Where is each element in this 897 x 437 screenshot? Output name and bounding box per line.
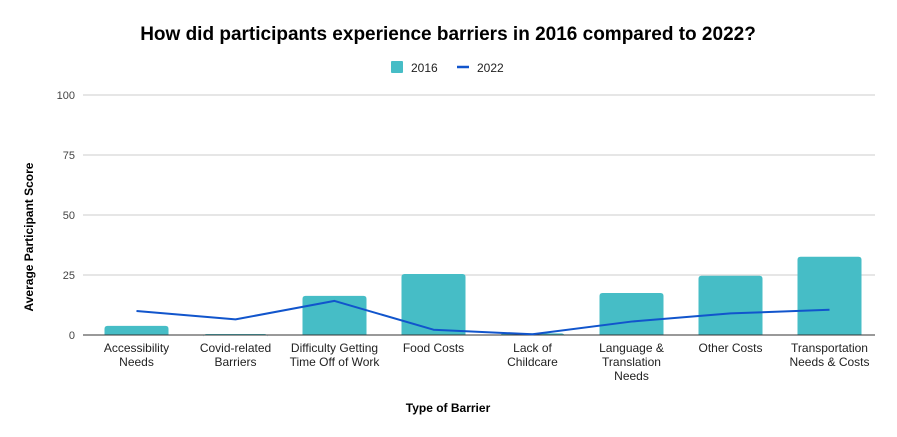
bar-2016[interactable] bbox=[203, 334, 268, 338]
y-tick-label: 25 bbox=[63, 270, 75, 282]
y-tick-label: 0 bbox=[69, 330, 75, 342]
x-tick-label: Needs bbox=[614, 369, 649, 383]
y-axis-label: Average Participant Score bbox=[22, 162, 36, 311]
bar-2016[interactable] bbox=[698, 275, 763, 335]
y-tick-label: 75 bbox=[63, 150, 75, 162]
x-tick-label: Needs & Costs bbox=[789, 355, 869, 369]
x-tick-label: Childcare bbox=[507, 355, 558, 369]
x-tick-label: Translation bbox=[602, 355, 661, 369]
chart-title: How did participants experience barriers… bbox=[140, 24, 756, 45]
x-tick-label: Needs bbox=[119, 355, 154, 369]
x-tick-label: Accessibility bbox=[104, 341, 169, 355]
legend-label-2022: 2022 bbox=[477, 61, 504, 75]
x-axis-label: Type of Barrier bbox=[406, 401, 491, 415]
legend-label-2016: 2016 bbox=[411, 61, 438, 75]
x-tick-label: Language & bbox=[599, 341, 664, 355]
y-tick-label: 100 bbox=[57, 90, 75, 102]
x-tick-label: Transportation bbox=[791, 341, 868, 355]
legend-swatch-2016 bbox=[391, 61, 403, 73]
x-tick-label: Covid-related bbox=[200, 341, 271, 355]
x-tick-label: Difficulty Getting bbox=[291, 341, 378, 355]
line-2022[interactable] bbox=[136, 299, 830, 336]
x-tick-label: Food Costs bbox=[403, 341, 464, 355]
x-tick-label: Time Off of Work bbox=[290, 355, 381, 369]
x-tick-label: Other Costs bbox=[698, 341, 762, 355]
bar-2016[interactable] bbox=[401, 274, 466, 335]
y-tick-label: 50 bbox=[63, 210, 75, 222]
x-tick-label: Lack of bbox=[513, 341, 552, 355]
bar-2016[interactable] bbox=[599, 293, 664, 335]
legend: 2016 2022 bbox=[391, 61, 504, 75]
x-tick-label: Barriers bbox=[214, 355, 256, 369]
bar-2016[interactable] bbox=[797, 256, 862, 335]
bar-2016[interactable] bbox=[104, 325, 169, 335]
